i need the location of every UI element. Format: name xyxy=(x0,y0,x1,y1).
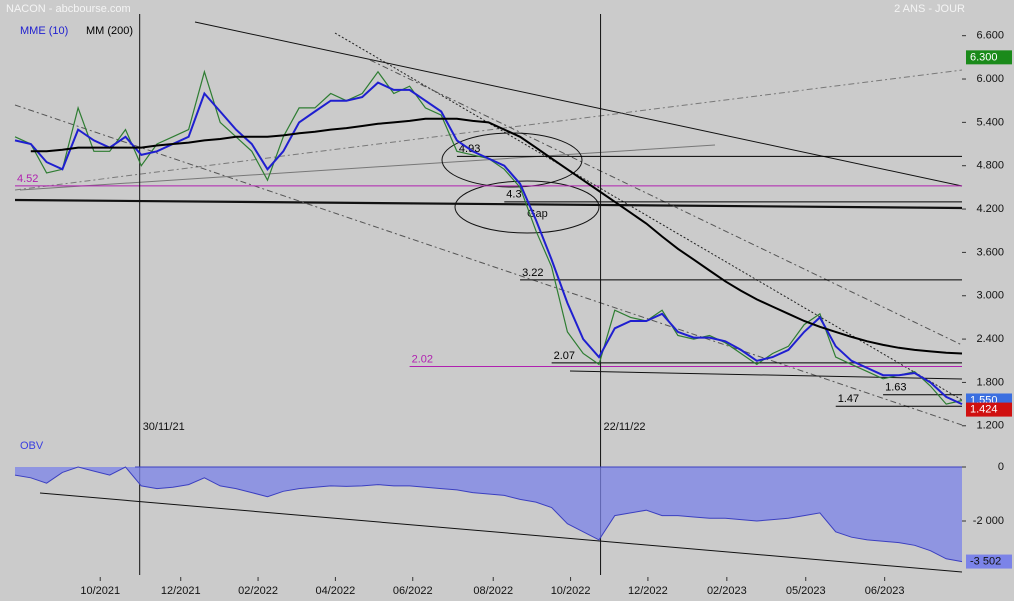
y2-label: -3 502 xyxy=(970,555,1001,567)
level-label: 3.22 xyxy=(522,267,543,279)
x-tick-label: 10/2022 xyxy=(551,585,591,597)
y-tick-label: 4.200 xyxy=(976,203,1004,215)
y-tick-label: 6.000 xyxy=(976,73,1004,85)
level-label: 2.07 xyxy=(554,350,575,362)
legend-entry: MM (200) xyxy=(86,25,133,37)
y2-tick-label: 0 xyxy=(998,461,1004,473)
x-tick-label: 10/2021 xyxy=(80,585,120,597)
level-label: 4.52 xyxy=(17,173,38,185)
y-tick-label: 2.400 xyxy=(976,333,1004,345)
level-label: 2.02 xyxy=(412,353,433,365)
x-tick-label: 02/2023 xyxy=(707,585,747,597)
obv-area xyxy=(15,467,962,562)
panel-label: OBV xyxy=(20,440,44,452)
chart-title: NACON - abcbourse.com xyxy=(6,3,131,15)
level-label: 1.47 xyxy=(838,393,859,405)
price-label-box xyxy=(966,402,1012,417)
y2-label-box xyxy=(966,554,1012,569)
price-label-box xyxy=(966,50,1012,65)
price-label: 6.300 xyxy=(970,51,998,63)
x-tick-label: 04/2022 xyxy=(316,585,356,597)
y-tick-label: 6.600 xyxy=(976,30,1004,42)
x-tick-label: 02/2022 xyxy=(238,585,278,597)
level-label: 1.63 xyxy=(885,382,906,394)
y-tick-label: 3.600 xyxy=(976,246,1004,258)
x-tick-label: 06/2022 xyxy=(393,585,433,597)
y2-tick-label: -2 000 xyxy=(973,515,1004,527)
x-tick-label: 06/2023 xyxy=(865,585,905,597)
obv-line xyxy=(14,466,963,563)
x-tick-label: 08/2022 xyxy=(473,585,513,597)
chart-subtitle: 2 ANS - JOUR xyxy=(894,3,965,15)
price-label: 1.424 xyxy=(970,404,998,416)
y-tick-label: 5.400 xyxy=(976,116,1004,128)
y-tick-label: 1.800 xyxy=(976,376,1004,388)
x-tick-label: 12/2021 xyxy=(161,585,201,597)
event-label: 30/11/21 xyxy=(143,421,185,433)
x-tick-label: 12/2022 xyxy=(628,585,668,597)
x-tick-label: 05/2023 xyxy=(786,585,826,597)
legend-entry: MME (10) xyxy=(20,25,68,37)
y-tick-label: 3.000 xyxy=(976,290,1004,302)
y-tick-label: 4.800 xyxy=(976,160,1004,172)
event-label: 22/11/22 xyxy=(604,421,646,433)
level-label: 4.3 xyxy=(506,189,521,201)
ma-line xyxy=(30,117,963,355)
y-tick-label: 1.200 xyxy=(976,420,1004,432)
